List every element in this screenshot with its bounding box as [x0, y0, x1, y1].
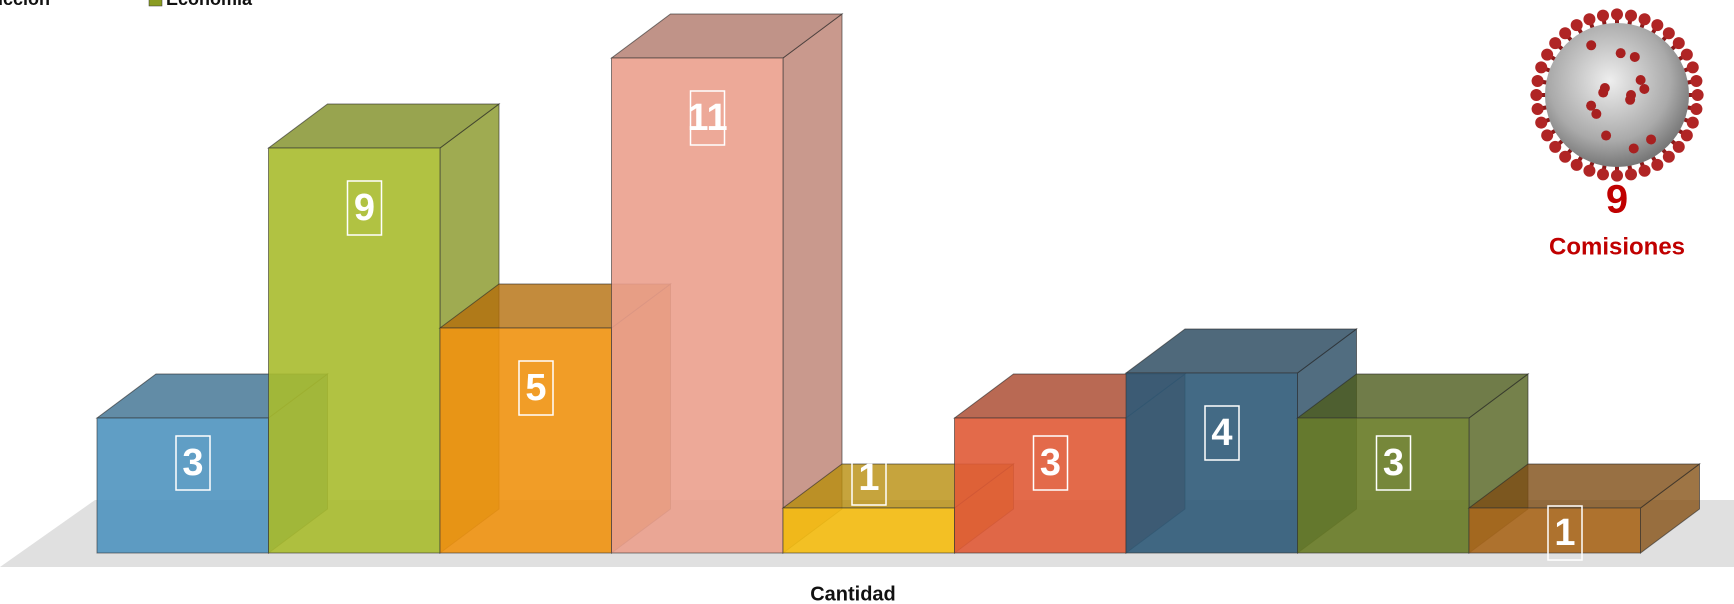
virus-dot — [1591, 108, 1602, 119]
virus-spike-tip — [1686, 116, 1699, 129]
virus-spike-tip — [1530, 89, 1543, 101]
virus-spike-tip — [1583, 13, 1596, 26]
value-label: 3 — [1383, 442, 1404, 484]
virus-spike-tip — [1583, 164, 1596, 177]
bar — [611, 57, 784, 554]
virus-spike-tip — [1625, 9, 1638, 22]
virus-spike-tip — [1690, 103, 1703, 116]
bar — [268, 147, 441, 554]
value-label-box — [689, 90, 726, 146]
legend-swatch — [148, 0, 163, 7]
value-label: 5 — [525, 367, 546, 409]
virus-dot — [1586, 40, 1597, 51]
bar — [1468, 507, 1641, 554]
value-label: 11 — [687, 97, 727, 139]
bar — [439, 327, 612, 554]
value-label-box — [1547, 505, 1583, 561]
virus-dot — [1639, 84, 1650, 95]
virus-spike-tip — [1541, 48, 1554, 61]
bar — [782, 507, 955, 554]
value-label: 1 — [858, 457, 879, 499]
bar — [954, 417, 1127, 554]
legend-label: ucción — [0, 0, 50, 9]
value-label-box — [851, 450, 887, 506]
virus-spike-tip — [1549, 140, 1562, 153]
virus-dot — [1646, 134, 1657, 145]
bar — [1125, 372, 1298, 554]
value-label-box — [346, 180, 383, 236]
counter-value: 9 — [1606, 178, 1628, 222]
virus-spike-tip — [1570, 19, 1583, 32]
counter-label: Comisiones — [1549, 233, 1685, 260]
virus-spike-tip — [1625, 168, 1638, 181]
x-axis-label: Cantidad — [810, 583, 896, 604]
virus-dot — [1629, 51, 1640, 62]
value-label: 9 — [354, 187, 375, 229]
virus-dot — [1635, 74, 1646, 85]
virus-spike-tip — [1686, 61, 1699, 74]
virus-dot — [1601, 130, 1612, 141]
virus-spike-tip — [1662, 27, 1675, 40]
virus-spike-tip — [1651, 158, 1664, 171]
virus-spike-tip — [1570, 158, 1583, 171]
value-label-box — [1032, 435, 1069, 491]
virus-spike-tip — [1672, 140, 1685, 153]
value-label-box — [175, 435, 211, 491]
virus-spike-tip — [1559, 150, 1572, 163]
virus-spike-tip — [1541, 129, 1554, 142]
virus-spike-tip — [1638, 164, 1651, 177]
value-label-box — [1375, 435, 1412, 491]
value-label-box — [518, 360, 554, 416]
value-label-box — [1204, 405, 1240, 461]
virus-spike-tip — [1662, 150, 1675, 163]
virus-spike-tip — [1535, 61, 1548, 74]
virus-dot — [1615, 48, 1626, 59]
virus-body — [1545, 23, 1689, 167]
virus-icon — [1530, 8, 1704, 182]
virus-spike-tip — [1672, 37, 1685, 50]
bar — [96, 417, 269, 554]
virus-spike-tip — [1611, 169, 1623, 182]
virus-dot — [1628, 143, 1639, 154]
value-label: 4 — [1211, 412, 1232, 454]
virus-dot — [1625, 94, 1636, 105]
virus-spike-tip — [1690, 74, 1703, 87]
virus-spike-tip — [1638, 13, 1651, 26]
virus-spike-tip — [1651, 19, 1664, 32]
virus-spike-tip — [1691, 89, 1704, 101]
virus-dot — [1586, 100, 1597, 111]
virus-spike-tip — [1531, 74, 1544, 87]
virus-spike-tip — [1549, 37, 1562, 50]
virus-spike-tip — [1596, 168, 1609, 181]
legend-label: Economía — [166, 0, 253, 9]
virus-spike-tip — [1535, 116, 1548, 129]
virus-dot — [1599, 82, 1610, 93]
virus-spike-tip — [1596, 9, 1609, 22]
virus-spike-tip — [1611, 8, 1623, 21]
virus-spike-tip — [1559, 27, 1572, 40]
value-label: 3 — [182, 442, 203, 484]
bar — [1297, 417, 1470, 554]
virus-spike-tip — [1680, 129, 1693, 142]
value-label: 1 — [1554, 512, 1575, 554]
virus-spike-tip — [1531, 103, 1544, 116]
value-label: 3 — [1040, 442, 1061, 484]
virus-spike-tip — [1680, 48, 1693, 61]
